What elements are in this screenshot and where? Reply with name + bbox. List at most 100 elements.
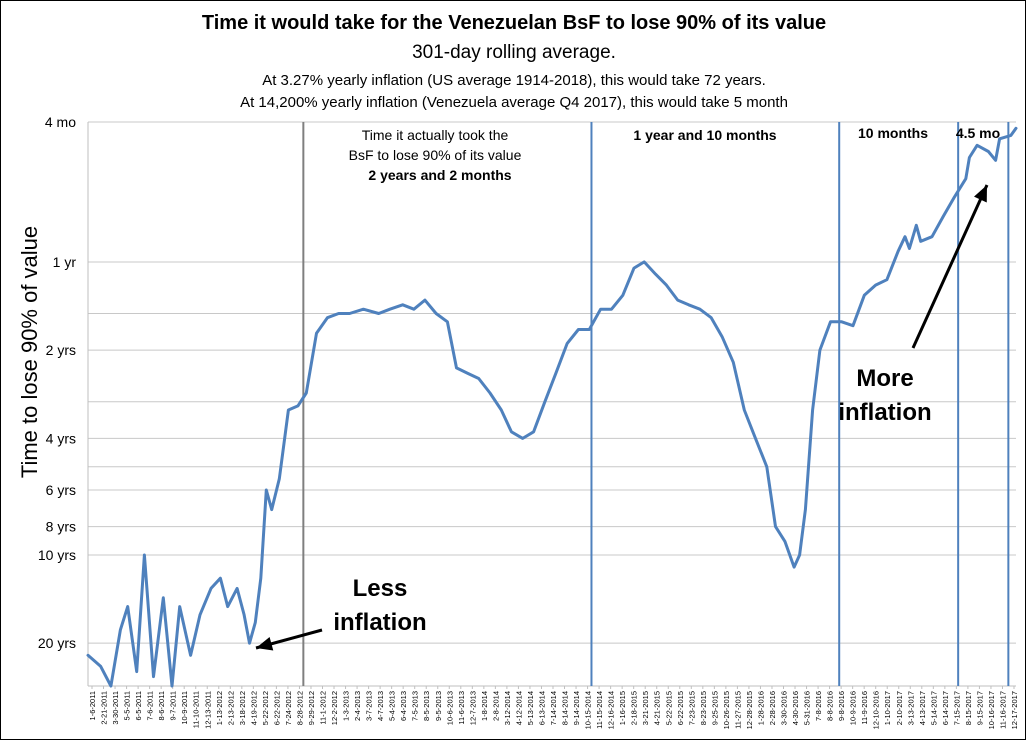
y-tick-label: 1 yr: [53, 254, 77, 270]
x-tick-label: 10-15-2014: [584, 691, 593, 729]
x-tick-label: 8-23-2015: [699, 691, 708, 725]
x-tick-label: 9-7-2011: [169, 691, 178, 720]
annotation-more-inflation-line2: inflation: [838, 399, 931, 426]
x-tick-label: 1-16-2015: [618, 691, 627, 725]
x-tick-label: 12-17-2017: [1010, 691, 1019, 729]
x-tick-label: 3-30-2011: [111, 691, 120, 725]
x-tick-label: 6-22-2015: [676, 691, 685, 725]
annotation-period1-line2: BsF to lose 90% of its value: [349, 147, 522, 163]
x-tick-label: 4-13-2017: [918, 691, 927, 725]
x-tick-label: 5-4-2013: [388, 691, 397, 721]
x-tick-label: 7-15-2017: [952, 691, 961, 725]
annotation-period1-duration: 2 years and 2 months: [368, 167, 511, 183]
x-tick-label: 8-8-2016: [826, 691, 835, 721]
annotation-period4-duration: 4.5 mo: [956, 125, 1000, 141]
arrow-less-inflation-head: [256, 637, 274, 651]
x-tick-label: 3-18-2012: [238, 691, 247, 725]
x-tick-label: 12-2-2012: [330, 691, 339, 725]
x-tick-label: 9-29-2012: [307, 691, 316, 725]
x-tick-label: 6-4-2013: [399, 691, 408, 721]
x-tick-label: 4-30-2016: [791, 691, 800, 725]
x-tick-label: 11-15-2014: [595, 691, 604, 729]
x-tick-label: 5-22-2012: [261, 691, 270, 725]
x-tick-label: 6-5-2011: [134, 691, 143, 720]
x-tick-label: 6-22-2012: [272, 691, 281, 725]
x-tick-label: 12-7-2013: [468, 691, 477, 725]
x-tick-label: 11-1-2012: [319, 691, 328, 725]
x-tick-label: 2-21-2011: [100, 691, 109, 725]
y-tick-label: 10 yrs: [38, 547, 76, 563]
chart-note-us: At 3.27% yearly inflation (US average 19…: [262, 72, 766, 89]
x-tick-label: 4-21-2015: [653, 691, 662, 725]
x-tick-label: 9-8-2016: [837, 691, 846, 721]
series-line: [86, 126, 1018, 688]
x-tick-label: 4-19-2012: [249, 691, 258, 725]
x-tick-label: 9-14-2014: [572, 691, 581, 725]
x-tick-label: 7-5-2013: [411, 691, 420, 721]
x-tick-label: 5-31-2016: [803, 691, 812, 725]
x-tick-label: 8-14-2014: [561, 691, 570, 725]
x-tick-label: 7-24-2012: [284, 691, 293, 725]
x-tick-label: 8-28-2012: [295, 691, 304, 725]
x-tick-label: 10-26-2015: [722, 691, 731, 729]
x-tick-label: 12-10-2016: [872, 691, 881, 729]
x-tick-label: 10-16-2017: [987, 691, 996, 729]
x-tick-label: 12-13-2011: [203, 691, 212, 729]
x-tick-label: 12-16-2014: [607, 691, 616, 729]
x-tick-label: 5-5-2011: [123, 691, 132, 720]
arrow-more-inflation-shaft: [911, 184, 989, 349]
x-tick-label: 6-14-2017: [941, 691, 950, 725]
x-tick-label: 6-13-2014: [537, 691, 546, 725]
chart-note-venezuela: At 14,200% yearly inflation (Venezuela a…: [240, 94, 788, 111]
y-tick-label: 4 yrs: [46, 430, 76, 446]
x-tick-label: 11-10-2011: [192, 691, 201, 728]
annotation-less-inflation-line2: inflation: [333, 609, 426, 636]
x-tick-label: 8-15-2017: [964, 691, 973, 725]
x-tick-label: 1-10-2017: [883, 691, 892, 725]
y-tick-label: 4 mo: [45, 114, 76, 130]
x-tick-label: 9-5-2013: [434, 691, 443, 721]
x-tick-label: 3-30-2016: [780, 691, 789, 725]
x-tick-label: 11-9-2016: [860, 691, 869, 725]
x-tick-label: 2-10-2017: [895, 691, 904, 725]
arrow-more-inflation-head: [974, 185, 987, 203]
y-tick-label: 8 yrs: [46, 519, 76, 535]
annotation-period2-duration: 1 year and 10 months: [633, 127, 776, 143]
x-tick-label: 2-4-2013: [353, 691, 362, 721]
annotation-period1-line1: Time it actually took the: [362, 127, 509, 143]
y-tick-label: 2 yrs: [46, 342, 76, 358]
x-tick-label: 2-18-2015: [630, 691, 639, 725]
y-tick-label: 20 yrs: [38, 635, 76, 651]
x-tick-label: 9-15-2017: [975, 691, 984, 725]
x-tick-label: 11-6-2013: [457, 691, 466, 725]
x-tick-label: 7-23-2015: [687, 691, 696, 725]
x-tick-label: 11-27-2015: [733, 691, 742, 729]
x-tick-label: 9-25-2015: [710, 691, 719, 725]
x-tick-label: 5-14-2017: [929, 691, 938, 725]
chart-title: Time it would take for the Venezuelan Bs…: [201, 12, 827, 34]
x-tick-label: 1-8-2014: [480, 691, 489, 721]
annotation-less-inflation-line1: Less: [353, 575, 408, 602]
x-tick-label: 1-3-2013: [342, 691, 351, 721]
x-tick-label: 10-6-2013: [445, 691, 454, 725]
x-tick-label: 1-6-2011: [88, 691, 97, 720]
x-tick-label: 7-8-2016: [814, 691, 823, 721]
x-tick-label: 2-13-2012: [226, 691, 235, 725]
x-tick-label: 10-9-2016: [849, 691, 858, 725]
x-tick-label: 4-12-2014: [514, 691, 523, 725]
x-tick-label: 8-5-2013: [422, 691, 431, 721]
x-tick-label: 7-14-2014: [549, 691, 558, 725]
x-tick-label: 2-8-2014: [491, 691, 500, 721]
x-tick-label: 2-28-2016: [768, 691, 777, 725]
y-tick-label: 6 yrs: [46, 482, 76, 498]
x-tick-label: 5-22-2015: [664, 691, 673, 725]
chart-subtitle: 301-day rolling average.: [412, 42, 616, 63]
x-tick-label: 5-13-2014: [526, 691, 535, 725]
x-tick-label: 7-6-2011: [146, 691, 155, 720]
annotation-more-inflation-line1: More: [856, 365, 913, 392]
x-tick-label: 12-28-2015: [745, 691, 754, 729]
x-tick-label: 11-16-2017: [998, 691, 1007, 729]
x-tick-label: 3-21-2015: [641, 691, 650, 725]
annotation-period3-duration: 10 months: [858, 125, 928, 141]
